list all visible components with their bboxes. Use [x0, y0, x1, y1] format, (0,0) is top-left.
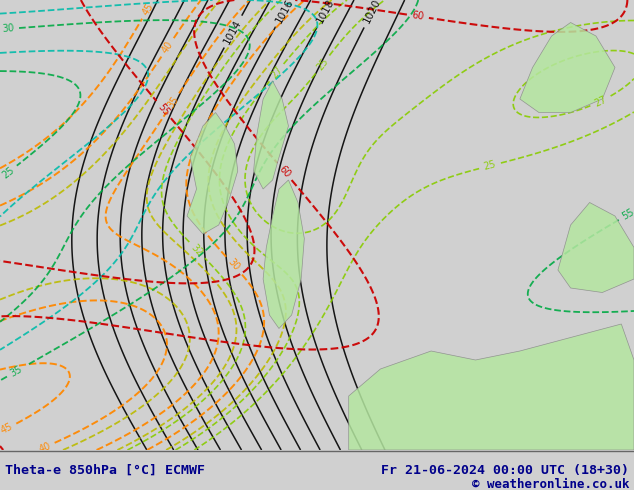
Polygon shape	[263, 180, 304, 328]
Text: 1018: 1018	[315, 0, 337, 25]
Text: 35: 35	[9, 364, 25, 378]
Text: 27: 27	[269, 65, 284, 81]
Text: 1014: 1014	[223, 18, 243, 46]
Text: 40: 40	[160, 40, 175, 55]
Text: 60: 60	[276, 164, 292, 179]
Text: 55: 55	[621, 207, 634, 222]
Text: 40: 40	[37, 441, 52, 454]
Text: 35: 35	[165, 95, 181, 111]
Text: Theta-e 850hPa [°C] ECMWF: Theta-e 850hPa [°C] ECMWF	[5, 464, 205, 477]
Text: 45: 45	[0, 421, 14, 436]
Polygon shape	[254, 81, 288, 189]
Polygon shape	[349, 324, 634, 450]
Text: 25: 25	[0, 165, 16, 180]
Text: 30: 30	[226, 257, 242, 273]
Text: 1016: 1016	[274, 0, 295, 25]
Polygon shape	[187, 113, 238, 234]
Text: 25: 25	[482, 159, 497, 172]
Text: 32: 32	[189, 242, 205, 258]
Text: 1020: 1020	[362, 0, 383, 25]
Text: 55: 55	[156, 101, 172, 118]
Polygon shape	[520, 23, 615, 113]
Text: © weatheronline.co.uk: © weatheronline.co.uk	[472, 478, 629, 490]
Text: 30: 30	[1, 24, 15, 34]
Text: 60: 60	[411, 10, 425, 22]
Polygon shape	[558, 202, 634, 293]
Text: 25: 25	[315, 56, 330, 73]
Text: 27: 27	[593, 94, 609, 108]
Text: 45: 45	[140, 1, 155, 17]
Text: Fr 21-06-2024 00:00 UTC (18+30): Fr 21-06-2024 00:00 UTC (18+30)	[381, 464, 629, 477]
